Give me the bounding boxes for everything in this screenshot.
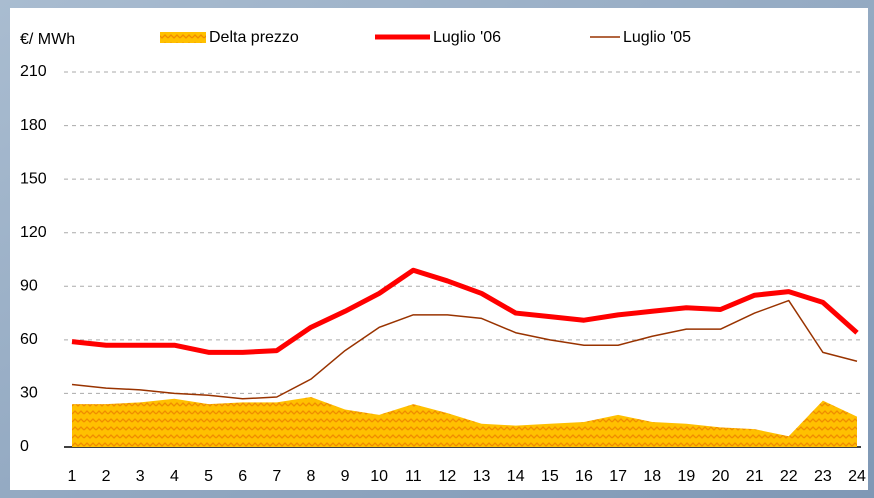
x-tick-label: 2 <box>102 468 111 485</box>
x-tick-label: 6 <box>238 468 247 485</box>
area <box>72 397 857 447</box>
y-tick-label: 60 <box>20 331 38 348</box>
y-tick-label: 30 <box>20 385 38 402</box>
x-tick-label: 1 <box>68 468 77 485</box>
x-tick-label: 21 <box>746 468 764 485</box>
x-tick-label: 5 <box>204 468 213 485</box>
x-tick-label: 20 <box>712 468 730 485</box>
x-tick-label: 14 <box>507 468 525 485</box>
x-tick-label: 12 <box>439 468 457 485</box>
x-tick-label: 4 <box>170 468 179 485</box>
x-tick-label: 3 <box>136 468 145 485</box>
x-tick-label: 17 <box>609 468 627 485</box>
x-tick-label: 7 <box>272 468 281 485</box>
x-tick-label: 19 <box>677 468 695 485</box>
x-tick-label: 8 <box>306 468 315 485</box>
y-tick-label: 180 <box>20 117 47 134</box>
x-tick-label: 11 <box>405 468 422 485</box>
x-tick-label: 22 <box>780 468 798 485</box>
x-tick-label: 16 <box>575 468 593 485</box>
legend-label: Luglio '06 <box>433 29 501 46</box>
x-tick-label: 24 <box>848 468 866 485</box>
x-tick-label: 10 <box>370 468 388 485</box>
y-tick-label: 90 <box>20 278 38 295</box>
y-tick-label: 0 <box>20 438 29 455</box>
legend-swatch <box>160 32 206 43</box>
x-tick-label: 15 <box>541 468 559 485</box>
x-tick-label: 13 <box>473 468 491 485</box>
y-tick-label: 120 <box>20 224 47 241</box>
y-tick-label: 150 <box>20 170 47 187</box>
y-tick-label: 210 <box>20 63 47 80</box>
y-axis-label: €/ MWh <box>20 31 75 48</box>
legend-label: Delta prezzo <box>209 29 299 46</box>
line <box>71 299 858 400</box>
line <box>71 267 859 355</box>
x-tick-label: 9 <box>341 468 350 485</box>
legend-label: Luglio '05 <box>623 29 691 46</box>
x-tick-label: 18 <box>643 468 661 485</box>
x-tick-label: 23 <box>814 468 832 485</box>
